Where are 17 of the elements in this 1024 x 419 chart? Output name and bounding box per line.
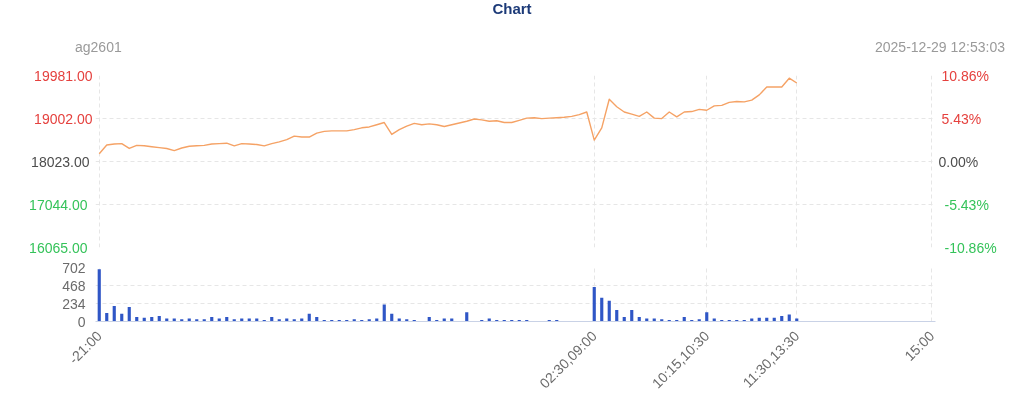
y-tick-label: 0 [77,313,86,330]
y2-tick-label: 5.43% [941,110,982,127]
y-tick-label: 468 [62,277,86,294]
y-tick-label: 17044.00 [29,196,88,213]
y-tick-label: 234 [62,295,86,312]
text: 2025-12-29 12:53:03 [875,39,1005,55]
y-tick-label: 19002.00 [34,110,93,127]
y-tick-label: 16065.00 [29,239,88,256]
y2-tick-label: -10.86% [944,239,997,256]
y2-tick-label: 10.86% [941,67,989,84]
y2-tick-label: 0.00% [938,153,979,170]
y-tick-label: 19981.00 [34,67,93,84]
chart-subtitle: ag2601 [75,39,122,55]
y2-tick-label: -5.43% [944,196,989,213]
y-tick-label: 702 [62,259,86,276]
y-tick-label: 18023.00 [31,153,90,170]
chart-title: Chart [491,0,533,18]
